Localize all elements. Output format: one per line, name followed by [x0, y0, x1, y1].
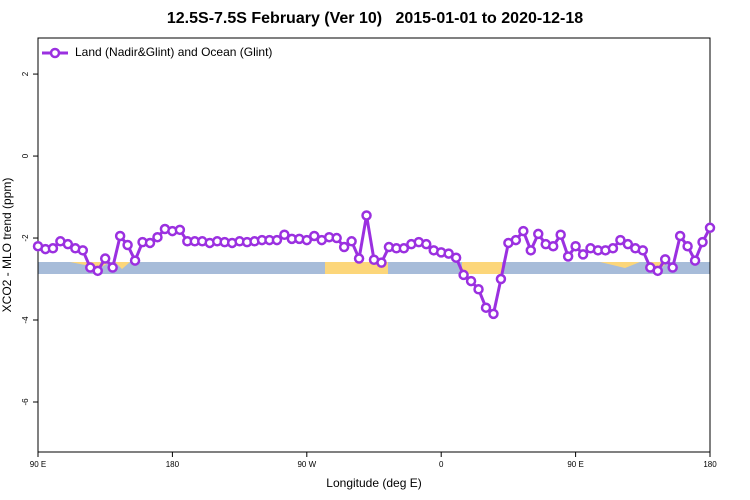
point: [689, 255, 701, 266]
point: [421, 238, 432, 250]
point: [376, 257, 387, 268]
point: [547, 240, 559, 252]
point: [443, 248, 454, 259]
point: [495, 273, 507, 285]
point: [92, 265, 103, 277]
point: [667, 262, 678, 273]
y-tick-label: 2: [21, 71, 30, 76]
point: [622, 238, 634, 250]
point: [577, 249, 589, 260]
x-axis-label: Longitude (deg E): [326, 476, 421, 490]
point: [114, 230, 126, 242]
point: [77, 245, 89, 256]
point: [62, 238, 74, 250]
x-tick-label: 90 E: [567, 460, 583, 469]
chart-title: 12.5S-7.5S February (Ver 10) 2015-01-01 …: [167, 10, 583, 27]
point: [525, 245, 537, 256]
point: [47, 243, 59, 254]
point: [271, 234, 283, 246]
x-tick-label: 90 E: [30, 460, 46, 469]
point: [361, 210, 372, 221]
point: [682, 240, 693, 252]
y-tick-label: -2: [21, 234, 30, 242]
point: [129, 255, 141, 266]
point: [338, 241, 350, 253]
y-tick-label: -6: [21, 398, 30, 406]
point: [450, 252, 462, 263]
point: [458, 269, 469, 281]
point: [152, 231, 163, 243]
point: [637, 245, 649, 256]
point: [346, 236, 357, 247]
point: [562, 251, 574, 262]
point: [615, 234, 626, 246]
point: [607, 243, 619, 254]
point: [674, 230, 686, 242]
point: [659, 254, 671, 265]
point: [107, 262, 118, 273]
point: [279, 229, 290, 241]
point: [533, 228, 544, 240]
point: [570, 240, 581, 252]
point: [398, 243, 410, 254]
point: [174, 224, 186, 236]
point: [331, 232, 342, 244]
y-axis-label: XCO2 - MLO trend (ppm): [0, 178, 14, 313]
point: [697, 236, 708, 248]
point: [704, 222, 716, 234]
point: [510, 234, 522, 246]
land-band: [462, 262, 502, 274]
legend-label: Land (Nadir&Glint) and Ocean (Glint): [75, 45, 272, 59]
point: [301, 234, 313, 246]
point: [465, 275, 477, 287]
x-tick-label: 180: [166, 460, 180, 469]
point: [122, 239, 133, 251]
legend-marker: [49, 47, 61, 59]
y-tick-label: -4: [21, 316, 30, 324]
point: [99, 253, 111, 264]
point: [488, 308, 499, 320]
x-tick-label: 0: [439, 460, 444, 469]
point: [353, 253, 365, 264]
y-tick-label: 0: [21, 153, 30, 158]
x-tick-label: 90 W: [297, 460, 316, 469]
point: [473, 284, 484, 295]
point: [309, 230, 320, 242]
point: [555, 229, 566, 241]
point: [480, 302, 492, 313]
point: [518, 225, 529, 237]
land-patch: [70, 262, 668, 269]
land-band: [325, 262, 388, 274]
point: [652, 265, 663, 277]
point: [144, 237, 156, 249]
x-tick-label: 180: [703, 460, 717, 469]
